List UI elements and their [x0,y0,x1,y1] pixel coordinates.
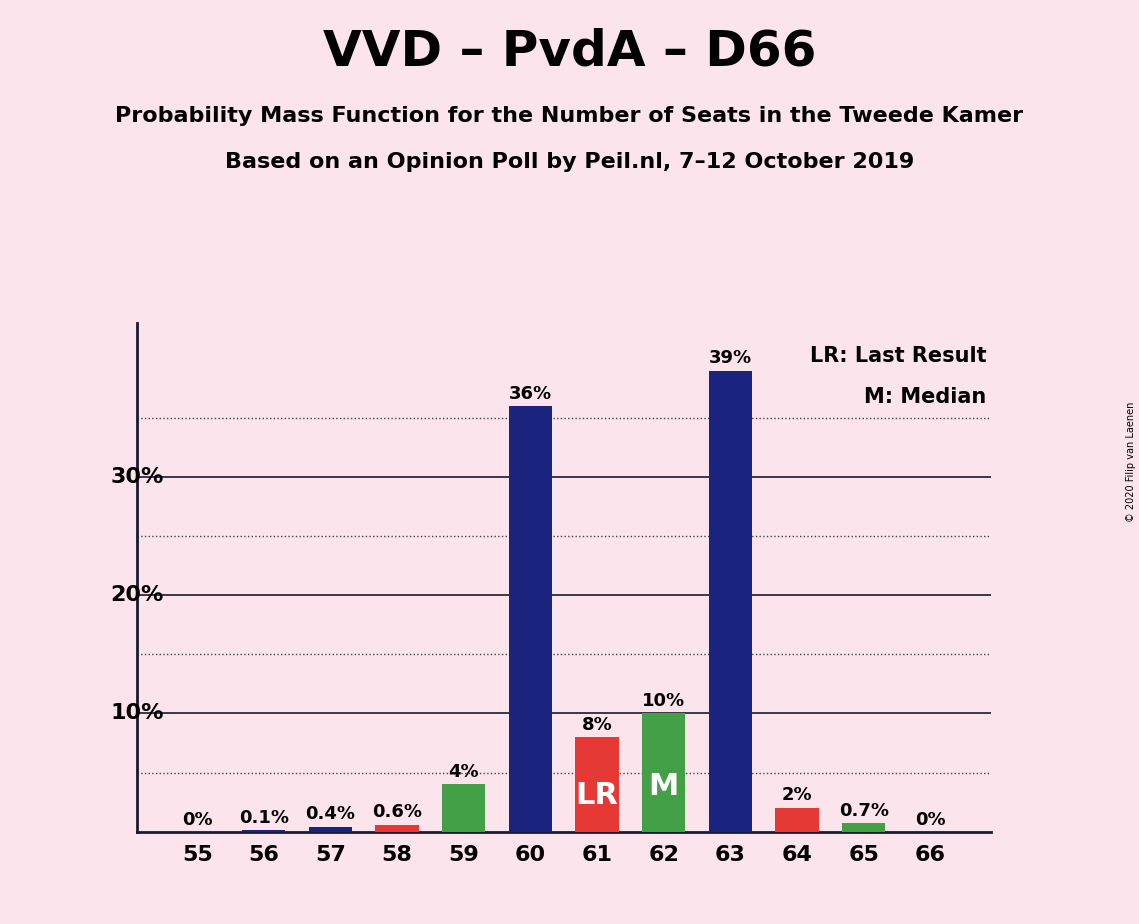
Text: 39%: 39% [708,349,752,367]
Text: 36%: 36% [509,384,552,403]
Text: Probability Mass Function for the Number of Seats in the Tweede Kamer: Probability Mass Function for the Number… [115,106,1024,127]
Text: 0%: 0% [182,810,213,829]
Text: 8%: 8% [582,715,613,734]
Text: 30%: 30% [110,467,164,487]
Text: 10%: 10% [110,703,164,723]
Bar [376,824,419,832]
Text: M: M [648,772,679,801]
Text: 4%: 4% [449,763,480,781]
Bar [575,737,618,832]
Text: LR: LR [575,781,618,810]
Text: 10%: 10% [642,692,686,710]
Text: M: Median: M: Median [865,387,986,407]
Text: Based on an Opinion Poll by Peil.nl, 7–12 October 2019: Based on an Opinion Poll by Peil.nl, 7–1… [224,152,915,173]
Bar [243,831,286,832]
Text: 2%: 2% [781,786,812,805]
Text: 0.4%: 0.4% [305,806,355,823]
Text: 20%: 20% [110,585,164,605]
Text: VVD – PvdA – D66: VVD – PvdA – D66 [322,28,817,76]
Text: LR: Last Result: LR: Last Result [810,346,986,366]
Bar [509,407,552,832]
Bar [842,823,885,832]
Bar [642,713,686,832]
Text: 0.7%: 0.7% [838,802,888,820]
Bar [442,784,485,832]
Bar [309,827,352,832]
Text: 0.6%: 0.6% [372,803,423,821]
Bar [708,371,752,832]
Text: 0%: 0% [915,810,945,829]
Text: 0.1%: 0.1% [239,808,289,827]
Text: © 2020 Filip van Laenen: © 2020 Filip van Laenen [1126,402,1136,522]
Bar [776,808,819,832]
